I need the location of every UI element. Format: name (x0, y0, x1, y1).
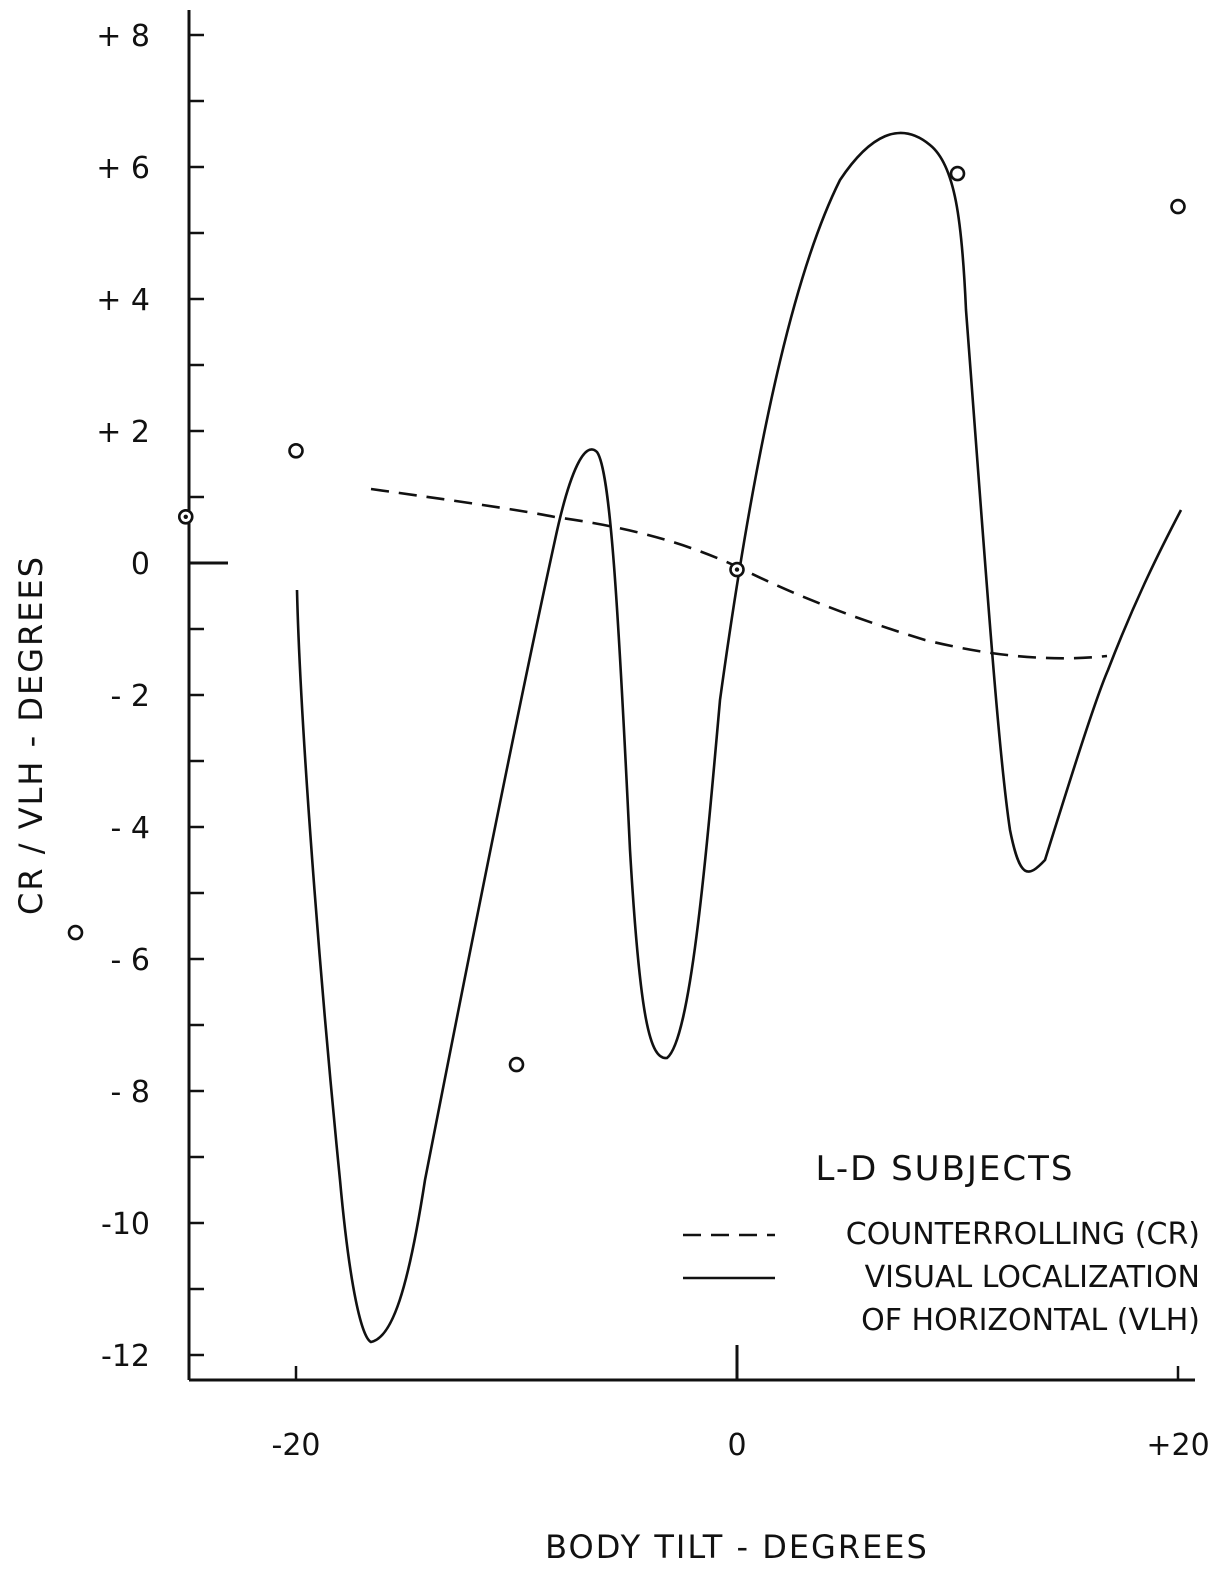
legend-title: L-D SUBJECTS (816, 1149, 1075, 1189)
y-tick-label-4: 0 (131, 547, 150, 582)
legend-label-1-0: VISUAL LOCALIZATION (865, 1260, 1200, 1295)
x-axis-title: BODY TILT - DEGREES (545, 1528, 929, 1566)
point-vlh-4 (288, 442, 304, 459)
x-tick-label-3: 0 (727, 1428, 746, 1463)
y-tick-label-9: -10 (101, 1207, 150, 1242)
y-tick-label-7: - 6 (111, 943, 150, 978)
x-tick-label-2: -20 (272, 1428, 321, 1463)
point-vlh-5 (508, 1056, 525, 1073)
y-tick-label-3: + 2 (96, 415, 150, 450)
x-ticks: -60-40-200+20+40+60 (272, 1366, 1210, 1463)
y-tick-label-5: - 2 (111, 679, 150, 714)
markers (67, 165, 1186, 1073)
point-vlh-3 (67, 924, 84, 941)
x-tick-label-4: +20 (1146, 1428, 1209, 1463)
y-tick-label-2: + 4 (96, 283, 150, 318)
point-vlh-6 (949, 165, 966, 182)
y-axis-title: CR / VLH - DEGREES (12, 555, 50, 915)
point-cr-2 (729, 561, 745, 578)
y-tick-label-6: - 4 (111, 811, 150, 846)
vlh-curve (295, 131, 1183, 1344)
y-tick-label-1: + 6 (96, 151, 150, 186)
point-vlh-7 (1170, 198, 1186, 215)
y-tick-label-0: + 8 (96, 19, 150, 54)
point-cr-1 (177, 508, 194, 525)
legend-label-1-1: OF HORIZONTAL (VLH) (861, 1303, 1200, 1338)
y-tick-label-10: -12 (101, 1339, 150, 1374)
legend: L-D SUBJECTS COUNTERROLLING (CR) VISUAL LO… (683, 1149, 1200, 1338)
series-vlh (295, 131, 1183, 1344)
y-ticks: + 8 + 6 + 4 + 2 0 - 2 - 4 - 6 - 8 -10 -12 (96, 19, 204, 1374)
legend-label-0-0: COUNTERROLLING (CR) (846, 1217, 1200, 1252)
y-tick-label-8: - 8 (111, 1075, 150, 1110)
